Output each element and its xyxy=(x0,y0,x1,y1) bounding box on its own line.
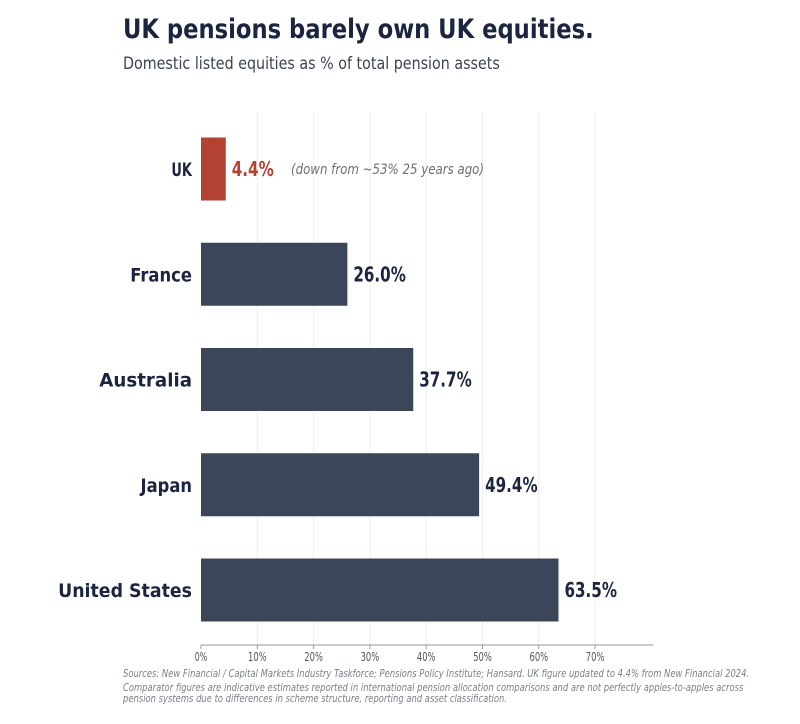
sources-note: Sources: New Financial / Capital Markets… xyxy=(123,668,750,680)
x-tick-label: 30% xyxy=(361,650,380,664)
x-tick-label: 50% xyxy=(473,650,492,664)
x-tick-label: 70% xyxy=(586,650,605,664)
category-label: United States xyxy=(58,580,192,602)
category-label: Japan xyxy=(139,475,192,497)
chart-title: UK pensions barely own UK equities. xyxy=(123,14,594,45)
x-tick-label: 40% xyxy=(417,650,436,664)
x-tick-label: 0% xyxy=(195,650,207,664)
x-tick-label: 10% xyxy=(248,650,267,664)
bar xyxy=(201,137,226,201)
category-label: Australia xyxy=(99,370,192,392)
value-label: 26.0% xyxy=(353,262,406,286)
bar-annotation: (down from ~53% 25 years ago) xyxy=(291,162,484,178)
category-label: UK xyxy=(171,159,192,181)
chart-subtitle: Domestic listed equities as % of total p… xyxy=(123,54,500,74)
value-label: 4.4% xyxy=(232,157,274,181)
category-label: France xyxy=(130,264,192,286)
methodology-note: Comparator figures are indicative estima… xyxy=(123,682,744,705)
bar xyxy=(201,453,480,517)
x-tick-label: 60% xyxy=(530,650,549,664)
value-label: 63.5% xyxy=(565,578,618,602)
bar xyxy=(201,242,348,306)
value-label: 49.4% xyxy=(485,473,538,497)
value-label: 37.7% xyxy=(419,368,472,392)
x-tick-label: 20% xyxy=(304,650,323,664)
bar xyxy=(201,348,414,411)
bar xyxy=(201,558,559,622)
